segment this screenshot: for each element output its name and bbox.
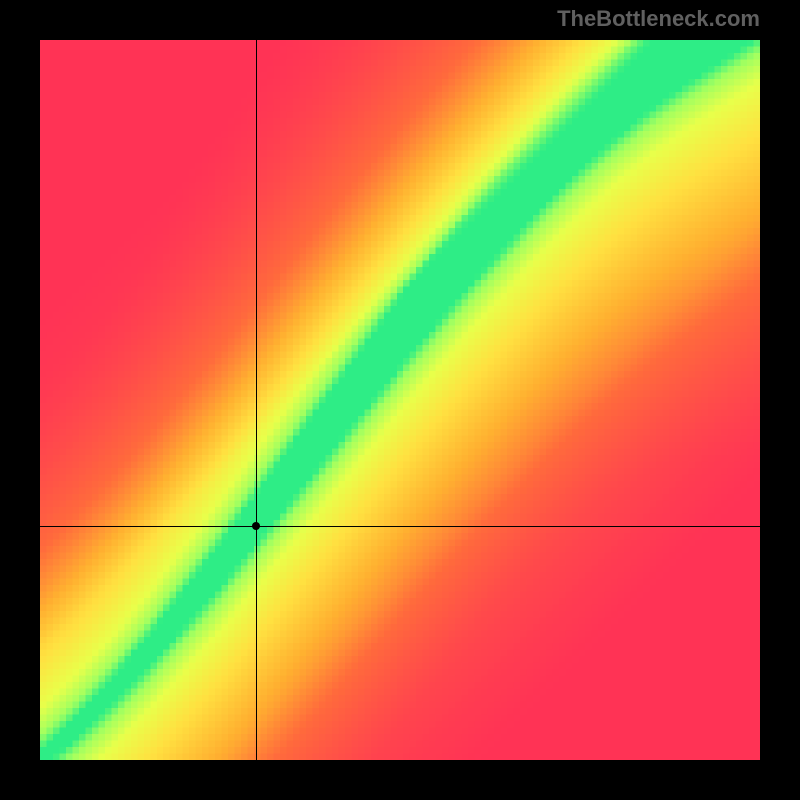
chart-container: { "watermark": "TheBottleneck.com", "hea…	[0, 0, 800, 800]
heatmap-plot	[40, 40, 760, 760]
crosshair-horizontal	[40, 526, 760, 527]
watermark-text: TheBottleneck.com	[557, 6, 760, 32]
heatmap-canvas	[40, 40, 760, 760]
crosshair-vertical	[256, 40, 257, 760]
crosshair-marker	[252, 522, 260, 530]
